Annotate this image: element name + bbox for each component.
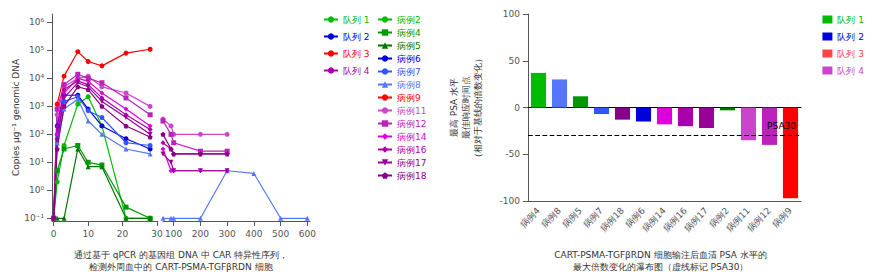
svg-text:10³: 10³ xyxy=(29,101,44,111)
svg-text:10⁰: 10⁰ xyxy=(29,185,44,195)
svg-text:病例16: 病例16 xyxy=(661,205,689,234)
svg-text:队列 3: 队列 3 xyxy=(343,49,370,59)
svg-text:100: 100 xyxy=(503,9,520,19)
svg-text:队列 1: 队列 1 xyxy=(837,15,864,25)
svg-text:病例2: 病例2 xyxy=(397,15,421,25)
svg-text:病例14: 病例14 xyxy=(397,132,427,142)
svg-text:队列 1: 队列 1 xyxy=(343,15,370,25)
svg-text:病例18: 病例18 xyxy=(397,171,427,181)
svg-text:最佳响应时间点: 最佳响应时间点 xyxy=(461,76,471,139)
svg-text:病例7: 病例7 xyxy=(581,205,605,230)
svg-text:病例14: 病例14 xyxy=(640,205,668,234)
svg-text:队列 4: 队列 4 xyxy=(837,66,864,76)
svg-text:病例9: 病例9 xyxy=(770,205,794,229)
svg-text:病例16: 病例16 xyxy=(397,145,427,155)
svg-text:病例12: 病例12 xyxy=(745,205,773,233)
svg-text:Copies μg⁻¹ genomic DNA: Copies μg⁻¹ genomic DNA xyxy=(11,58,21,176)
svg-text:病例5: 病例5 xyxy=(560,205,584,229)
svg-text:病例2: 病例2 xyxy=(707,205,731,230)
svg-text:600: 600 xyxy=(299,229,316,239)
svg-text:10⁴: 10⁴ xyxy=(29,73,44,83)
svg-text:500: 500 xyxy=(272,229,289,239)
svg-text:队列 2: 队列 2 xyxy=(837,32,864,42)
svg-text:10²: 10² xyxy=(29,129,44,139)
svg-text:病例17: 病例17 xyxy=(397,158,426,168)
svg-text:10: 10 xyxy=(82,229,94,239)
svg-text:最大倍数变化的瀑布图（虚线标记 PSA30）: 最大倍数变化的瀑布图（虚线标记 PSA30） xyxy=(573,262,749,272)
svg-text:30: 30 xyxy=(151,229,163,239)
svg-text:病例17: 病例17 xyxy=(682,205,710,233)
svg-text:队列 3: 队列 3 xyxy=(837,49,864,59)
svg-text:400: 400 xyxy=(245,229,262,239)
svg-text:0: 0 xyxy=(51,229,57,239)
svg-text:病例8: 病例8 xyxy=(539,205,563,229)
svg-text:300: 300 xyxy=(219,229,236,239)
svg-text:10⁻¹: 10⁻¹ xyxy=(24,213,44,223)
svg-text:PSA30: PSA30 xyxy=(767,121,796,131)
svg-text:病例9: 病例9 xyxy=(397,93,421,103)
svg-text:最高 PSA 水平: 最高 PSA 水平 xyxy=(449,78,459,137)
svg-text:队列 2: 队列 2 xyxy=(343,32,370,42)
svg-text:病例6: 病例6 xyxy=(397,54,421,64)
svg-text:10⁵: 10⁵ xyxy=(29,45,44,55)
svg-text:病例4: 病例4 xyxy=(518,205,542,229)
svg-text:病例8: 病例8 xyxy=(397,80,421,90)
svg-text:100: 100 xyxy=(165,229,182,239)
svg-text:0: 0 xyxy=(514,103,520,113)
svg-text:10⁶: 10⁶ xyxy=(29,17,44,27)
svg-text:-100: -100 xyxy=(500,196,521,206)
svg-text:50: 50 xyxy=(509,56,521,66)
svg-text:通过基于 qPCR 的基因组 DNA 中 CAR 特异性序列: 通过基于 qPCR 的基因组 DNA 中 CAR 特异性序列， xyxy=(74,250,288,260)
svg-text:10¹: 10¹ xyxy=(29,157,44,167)
svg-text:200: 200 xyxy=(192,229,209,239)
svg-text:病例6: 病例6 xyxy=(623,205,647,230)
svg-text:病例18: 病例18 xyxy=(598,205,626,233)
svg-text:病例11: 病例11 xyxy=(397,106,426,116)
svg-text:20: 20 xyxy=(117,229,129,239)
svg-text:病例4: 病例4 xyxy=(397,28,421,38)
svg-text:CART-PSMA-TGFβRDN 细胞输注后血清 PSA: CART-PSMA-TGFβRDN 细胞输注后血清 PSA 水平的 xyxy=(554,250,767,260)
svg-text:检测外周血中的 CART-PSMA-TGFβRDN 细胞: 检测外周血中的 CART-PSMA-TGFβRDN 细胞 xyxy=(89,262,272,272)
svg-text:病例11: 病例11 xyxy=(724,205,752,234)
svg-text:队列 4: 队列 4 xyxy=(343,66,370,76)
svg-text:病例5: 病例5 xyxy=(397,41,421,51)
svg-text:病例7: 病例7 xyxy=(397,67,421,77)
svg-text:-50: -50 xyxy=(505,149,520,159)
svg-text:病例12: 病例12 xyxy=(397,119,426,129)
svg-text:（相对于基线的倍数变化）: （相对于基线的倍数变化） xyxy=(473,54,483,162)
